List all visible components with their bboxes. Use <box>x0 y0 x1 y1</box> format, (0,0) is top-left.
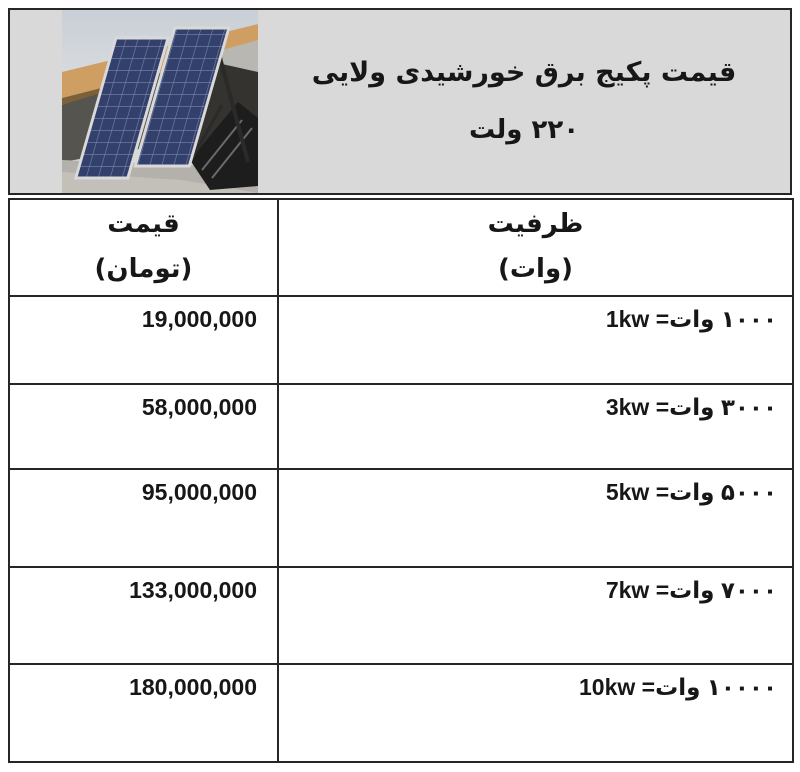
price-cell: 58,000,000 <box>8 383 279 470</box>
banner-titles: قیمت پکیج برق خورشیدی ولایی ۲۲۰ ولت <box>258 10 790 193</box>
page: قیمت پکیج برق خورشیدی ولایی ۲۲۰ ولت قیمت… <box>8 0 794 763</box>
table-row: 58,000,000 ۳۰۰۰ وات= 3kw <box>8 383 794 470</box>
price-cell: 95,000,000 <box>8 468 279 568</box>
capacity-cell: ۱۰۰۰ وات= 1kw <box>277 295 794 385</box>
title-banner: قیمت پکیج برق خورشیدی ولایی ۲۲۰ ولت <box>8 8 792 195</box>
capacity-cell: ۷۰۰۰ وات= 7kw <box>277 566 794 665</box>
page-title: قیمت پکیج برق خورشیدی ولایی <box>311 56 737 88</box>
solar-panel-photo <box>62 10 258 193</box>
solar-panel-illustration <box>62 10 258 193</box>
page-subtitle: ۲۲۰ ولت <box>468 114 580 145</box>
table-row: 133,000,000 ۷۰۰۰ وات= 7kw <box>8 566 794 665</box>
table-row: 180,000,000 ۱۰۰۰۰ وات= 10kw <box>8 663 794 763</box>
price-column-header: قیمت (تومان) <box>8 198 279 297</box>
price-cell: 180,000,000 <box>8 663 279 763</box>
table-header-row: قیمت (تومان) ظرفیت (وات) <box>8 198 794 297</box>
price-column-title: قیمت <box>107 209 180 239</box>
price-cell: 133,000,000 <box>8 566 279 665</box>
table-row: 19,000,000 ۱۰۰۰ وات= 1kw <box>8 295 794 385</box>
capacity-cell: ۳۰۰۰ وات= 3kw <box>277 383 794 470</box>
price-table: قیمت (تومان) ظرفیت (وات) 19,000,000 ۱۰۰۰… <box>8 198 794 763</box>
capacity-cell: ۱۰۰۰۰ وات= 10kw <box>277 663 794 763</box>
capacity-column-unit: (وات) <box>498 254 573 284</box>
capacity-cell: ۵۰۰۰ وات= 5kw <box>277 468 794 568</box>
price-cell: 19,000,000 <box>8 295 279 385</box>
capacity-column-title: ظرفیت <box>487 209 584 239</box>
price-column-unit: (تومان) <box>94 254 193 284</box>
capacity-column-header: ظرفیت (وات) <box>277 198 794 297</box>
table-row: 95,000,000 ۵۰۰۰ وات= 5kw <box>8 468 794 568</box>
